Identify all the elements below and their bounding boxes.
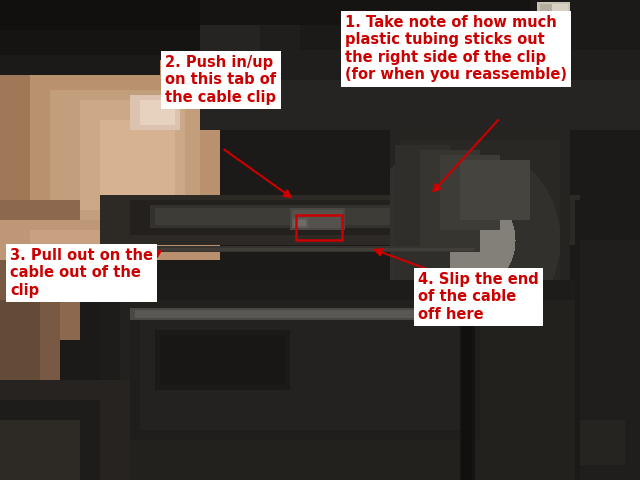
Bar [296,215,342,240]
Text: 1. Take note of how much
plastic tubing sticks out
the right side of the clip
(f: 1. Take note of how much plastic tubing … [345,15,567,82]
Text: 2. Push in/up
on this tab of
the cable clip: 2. Push in/up on this tab of the cable c… [165,55,276,105]
Text: 3. Pull out on the
cable out of the
clip: 3. Pull out on the cable out of the clip [10,248,153,298]
Text: 4. Slip the end
of the cable
off here: 4. Slip the end of the cable off here [418,272,539,322]
